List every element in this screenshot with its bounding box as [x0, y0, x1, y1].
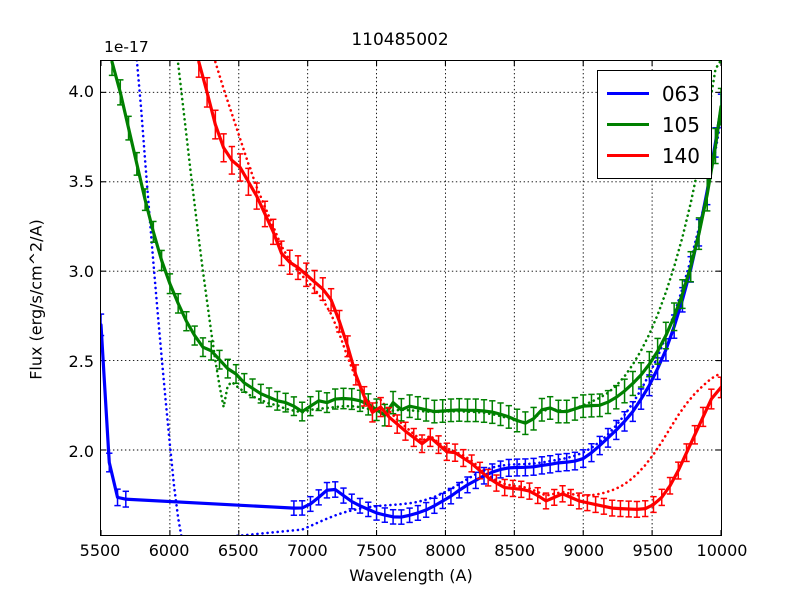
legend-item-105[interactable]: 105 [606, 109, 700, 140]
x-tick-label-9500: 9500 [632, 541, 674, 560]
series-line-140 [197, 61, 721, 511]
y-tick-label-2.5: 2.5 [68, 351, 94, 371]
chart-title: 110485002 [351, 30, 449, 50]
series-line-063 [101, 107, 721, 519]
y-axis-tick-labels: 2.0 2.5 3.0 3.5 4.0 [32, 60, 94, 536]
x-tick-label-5500: 5500 [79, 541, 121, 560]
legend-swatch-063 [606, 92, 649, 95]
plot-svg [101, 61, 721, 535]
x-tick-label-8000: 8000 [425, 541, 466, 560]
plot-area: 063 105 140 [100, 60, 722, 536]
x-tick-label-9000: 9000 [563, 541, 605, 560]
x-axis-label: Wavelength (A) [349, 566, 473, 585]
y-axis-offset-text: 1e-17 [104, 38, 149, 56]
x-tick-label-7000: 7000 [286, 541, 328, 560]
y-tick-label-3.5: 3.5 [68, 172, 94, 192]
legend-label-105: 105 [661, 112, 700, 137]
x-tick-label-8500: 8500 [494, 541, 536, 560]
series-line-063-model [135, 61, 721, 535]
y-tick-label-2.0: 2.0 [68, 441, 94, 461]
y-tick-label-4.0: 4.0 [68, 82, 94, 102]
legend-swatch-140 [606, 154, 649, 157]
legend: 063 105 140 [596, 70, 712, 179]
x-tick-label-6000: 6000 [148, 541, 190, 560]
x-axis-tick-labels: 5500 6000 6500 7000 7500 8000 8500 9000 9500 1000… [80, 541, 748, 565]
x-tick-label-7500: 7500 [356, 541, 397, 560]
series-line-140-model [214, 61, 721, 497]
legend-item-140[interactable]: 140 [606, 140, 700, 171]
series-line-105-model [176, 61, 721, 424]
error-bars-105 [108, 61, 721, 436]
series-layer [101, 61, 721, 535]
series-line-105 [110, 61, 721, 425]
legend-label-063: 063 [661, 81, 700, 106]
legend-item-063[interactable]: 063 [606, 78, 700, 109]
x-tick-label-10000: 10000 [696, 541, 748, 560]
x-tick-label-6500: 6500 [217, 541, 259, 560]
legend-swatch-105 [606, 123, 649, 126]
legend-label-140: 140 [661, 143, 700, 168]
y-tick-label-3.0: 3.0 [68, 262, 94, 282]
